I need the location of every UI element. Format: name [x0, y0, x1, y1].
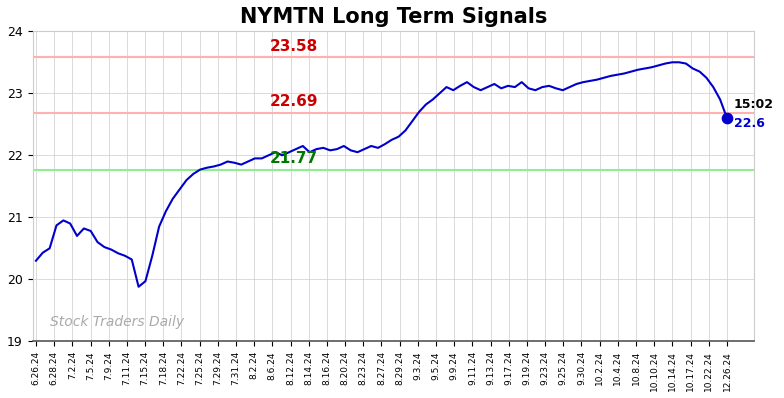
Text: Stock Traders Daily: Stock Traders Daily [49, 315, 183, 329]
Text: 21.77: 21.77 [270, 151, 318, 166]
Title: NYMTN Long Term Signals: NYMTN Long Term Signals [240, 7, 547, 27]
Point [720, 115, 733, 121]
Text: 22.6: 22.6 [734, 117, 764, 130]
Text: 15:02: 15:02 [734, 98, 774, 111]
Text: 22.69: 22.69 [270, 94, 318, 109]
Text: 23.58: 23.58 [270, 39, 318, 54]
